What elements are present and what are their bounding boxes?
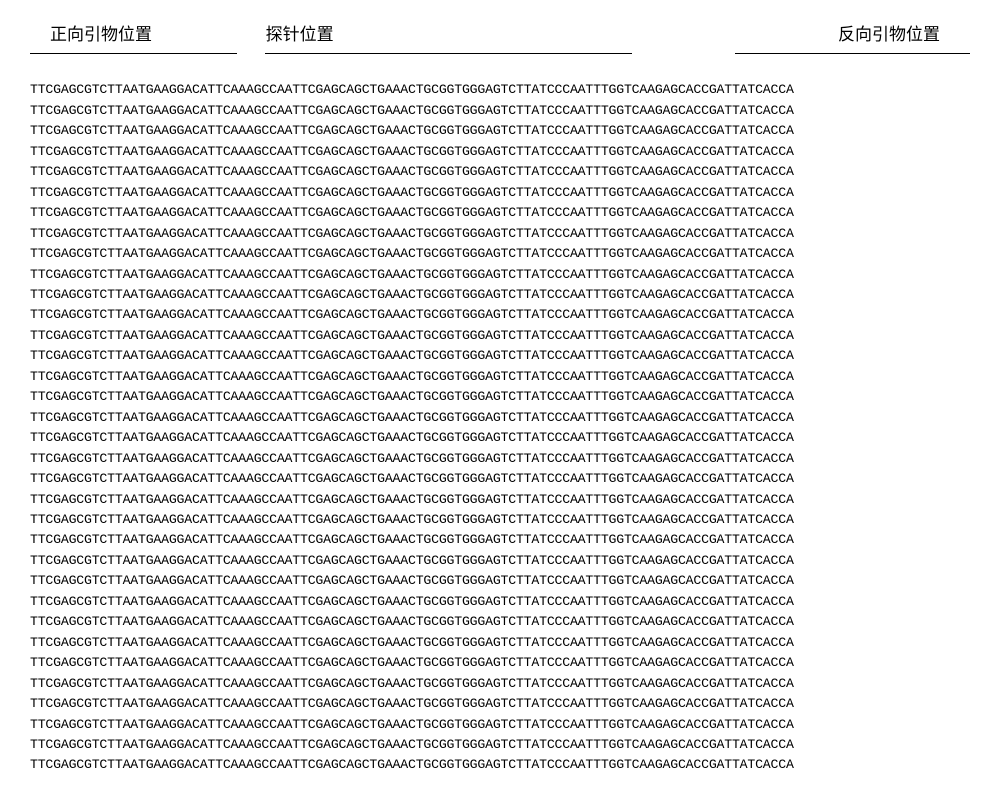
- sequence-row: TTCGAGCGTCTTAATGAAGGACATTCAAAGCCAATTCGAG…: [30, 326, 970, 346]
- sequence-row: TTCGAGCGTCTTAATGAAGGACATTCAAAGCCAATTCGAG…: [30, 346, 970, 366]
- sequence-row: TTCGAGCGTCTTAATGAAGGACATTCAAAGCCAATTCGAG…: [30, 408, 970, 428]
- sequence-row: TTCGAGCGTCTTAATGAAGGACATTCAAAGCCAATTCGAG…: [30, 735, 970, 755]
- sequence-row: TTCGAGCGTCTTAATGAAGGACATTCAAAGCCAATTCGAG…: [30, 449, 970, 469]
- sequence-row: TTCGAGCGTCTTAATGAAGGACATTCAAAGCCAATTCGAG…: [30, 530, 970, 550]
- sequence-row: TTCGAGCGTCTTAATGAAGGACATTCAAAGCCAATTCGAG…: [30, 367, 970, 387]
- sequence-row: TTCGAGCGTCTTAATGAAGGACATTCAAAGCCAATTCGAG…: [30, 244, 970, 264]
- sequence-row: TTCGAGCGTCTTAATGAAGGACATTCAAAGCCAATTCGAG…: [30, 80, 970, 100]
- probe-underline: [265, 53, 632, 54]
- sequence-row: TTCGAGCGTCTTAATGAAGGACATTCAAAGCCAATTCGAG…: [30, 633, 970, 653]
- sequence-row: TTCGAGCGTCTTAATGAAGGACATTCAAAGCCAATTCGAG…: [30, 551, 970, 571]
- forward-primer-label: 正向引物位置: [30, 20, 256, 45]
- sequence-row: TTCGAGCGTCTTAATGAAGGACATTCAAAGCCAATTCGAG…: [30, 224, 970, 244]
- sequence-row: TTCGAGCGTCTTAATGAAGGACATTCAAAGCCAATTCGAG…: [30, 755, 970, 775]
- sequence-row: TTCGAGCGTCTTAATGAAGGACATTCAAAGCCAATTCGAG…: [30, 715, 970, 735]
- sequence-row: TTCGAGCGTCTTAATGAAGGACATTCAAAGCCAATTCGAG…: [30, 183, 970, 203]
- header-row: 正向引物位置 探针位置 反向引物位置: [30, 20, 970, 45]
- sequence-row: TTCGAGCGTCTTAATGAAGGACATTCAAAGCCAATTCGAG…: [30, 285, 970, 305]
- sequence-row: TTCGAGCGTCTTAATGAAGGACATTCAAAGCCAATTCGAG…: [30, 612, 970, 632]
- sequence-row: TTCGAGCGTCTTAATGAAGGACATTCAAAGCCAATTCGAG…: [30, 387, 970, 407]
- forward-underline: [30, 53, 237, 54]
- sequence-row: TTCGAGCGTCTTAATGAAGGACATTCAAAGCCAATTCGAG…: [30, 162, 970, 182]
- sequence-row: TTCGAGCGTCTTAATGAAGGACATTCAAAGCCAATTCGAG…: [30, 694, 970, 714]
- probe-label: 探针位置: [256, 20, 613, 45]
- sequence-row: TTCGAGCGTCTTAATGAAGGACATTCAAAGCCAATTCGAG…: [30, 203, 970, 223]
- reverse-primer-label: 反向引物位置: [613, 20, 970, 45]
- sequence-row: TTCGAGCGTCTTAATGAAGGACATTCAAAGCCAATTCGAG…: [30, 142, 970, 162]
- sequence-row: TTCGAGCGTCTTAATGAAGGACATTCAAAGCCAATTCGAG…: [30, 265, 970, 285]
- sequence-row: TTCGAGCGTCTTAATGAAGGACATTCAAAGCCAATTCGAG…: [30, 571, 970, 591]
- sequence-row: TTCGAGCGTCTTAATGAAGGACATTCAAAGCCAATTCGAG…: [30, 510, 970, 530]
- sequence-row: TTCGAGCGTCTTAATGAAGGACATTCAAAGCCAATTCGAG…: [30, 490, 970, 510]
- sequence-row: TTCGAGCGTCTTAATGAAGGACATTCAAAGCCAATTCGAG…: [30, 305, 970, 325]
- sequence-alignment: TTCGAGCGTCTTAATGAAGGACATTCAAAGCCAATTCGAG…: [30, 60, 970, 776]
- sequence-row: TTCGAGCGTCTTAATGAAGGACATTCAAAGCCAATTCGAG…: [30, 101, 970, 121]
- gap: [237, 53, 265, 54]
- sequence-row: TTCGAGCGTCTTAATGAAGGACATTCAAAGCCAATTCGAG…: [30, 653, 970, 673]
- header-underline-row: [30, 53, 970, 54]
- gap: [632, 53, 735, 54]
- sequence-row: TTCGAGCGTCTTAATGAAGGACATTCAAAGCCAATTCGAG…: [30, 121, 970, 141]
- sequence-row: TTCGAGCGTCTTAATGAAGGACATTCAAAGCCAATTCGAG…: [30, 674, 970, 694]
- sequence-row: TTCGAGCGTCTTAATGAAGGACATTCAAAGCCAATTCGAG…: [30, 428, 970, 448]
- sequence-row: TTCGAGCGTCTTAATGAAGGACATTCAAAGCCAATTCGAG…: [30, 592, 970, 612]
- reverse-underline: [735, 53, 970, 54]
- sequence-row: TTCGAGCGTCTTAATGAAGGACATTCAAAGCCAATTCGAG…: [30, 469, 970, 489]
